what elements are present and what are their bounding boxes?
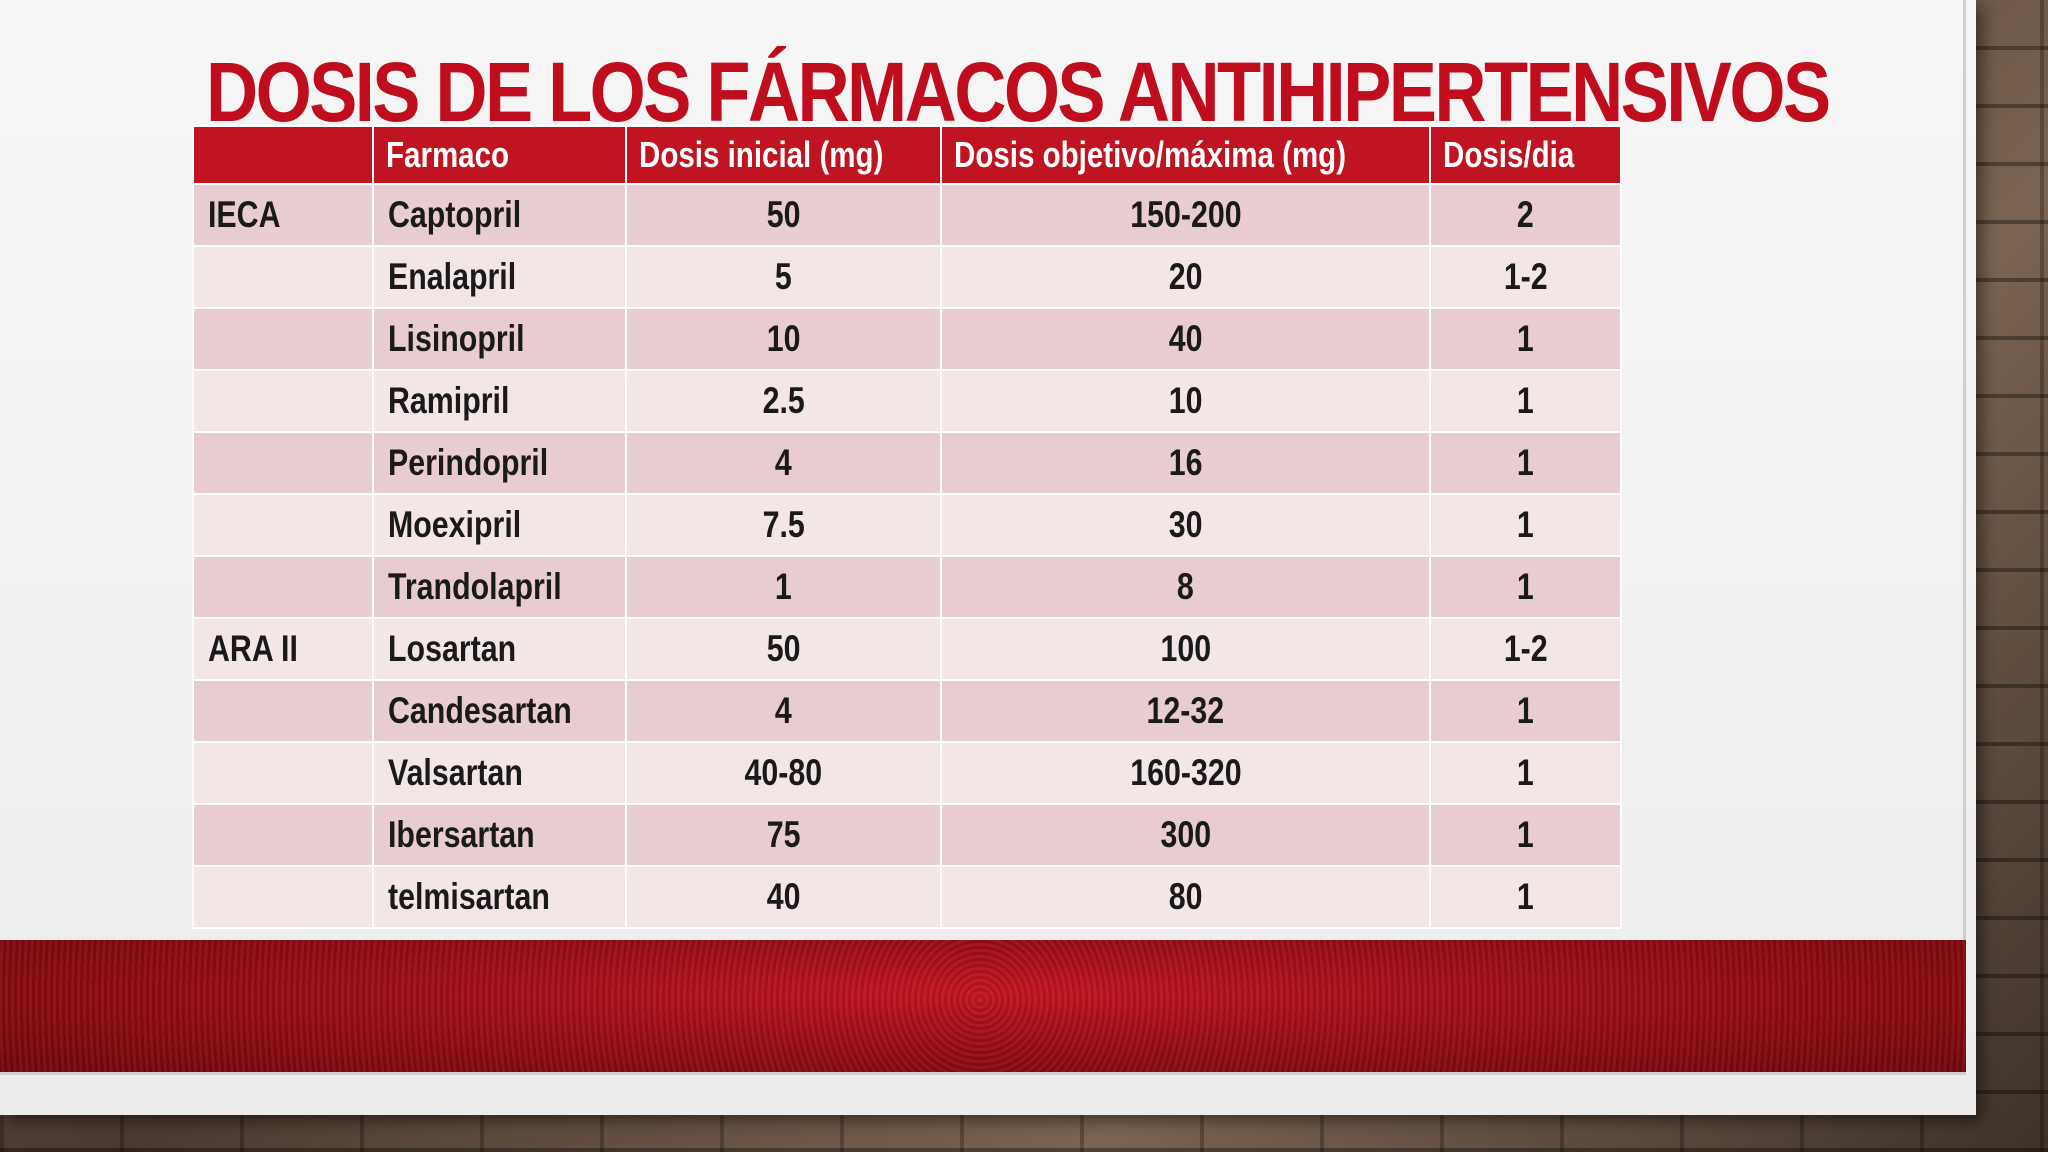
cell-group [192,431,374,495]
cell-target-dose: 80 [940,865,1431,929]
cell-drug: Trandolapril [372,555,627,619]
cell-group [192,555,374,619]
table-row: Ibersartan 75 300 1 [192,803,1622,867]
cell-group [192,679,374,743]
cell-doses-per-day: 1 [1429,369,1622,433]
cell-drug: Ramipril [372,369,627,433]
cell-doses-per-day: 1 [1429,307,1622,371]
table-row: Lisinopril 10 40 1 [192,307,1622,371]
table-row: telmisartan 40 80 1 [192,865,1622,929]
cell-doses-per-day: 1-2 [1429,617,1622,681]
cell-initial-dose: 10 [625,307,942,371]
cell-doses-per-day: 1-2 [1429,245,1622,309]
cell-group [192,741,374,805]
table-row: Enalapril 5 20 1-2 [192,245,1622,309]
cell-initial-dose: 1 [625,555,942,619]
cell-target-dose: 100 [940,617,1431,681]
cell-doses-per-day: 1 [1429,741,1622,805]
cell-target-dose: 10 [940,369,1431,433]
cell-initial-dose: 40-80 [625,741,942,805]
cell-target-dose: 150-200 [940,183,1431,247]
slide: Dosis de los fármacos antihipertensivos … [0,0,1976,1115]
table-row: Valsartan 40-80 160-320 1 [192,741,1622,805]
table-row: Perindopril 4 16 1 [192,431,1622,495]
cell-group: IECA [192,183,374,247]
cell-initial-dose: 4 [625,679,942,743]
cell-target-dose: 40 [940,307,1431,371]
header-target-dose: Dosis objetivo/máxima (mg) [940,125,1431,185]
cell-target-dose: 160-320 [940,741,1431,805]
header-drug: Farmaco [372,125,627,185]
slide-title: Dosis de los fármacos antihipertensivos [206,45,1831,139]
cell-initial-dose: 5 [625,245,942,309]
cell-drug: Lisinopril [372,307,627,371]
cell-drug: Moexipril [372,493,627,557]
cell-drug: Perindopril [372,431,627,495]
cell-doses-per-day: 1 [1429,431,1622,495]
table-row: Ramipril 2.5 10 1 [192,369,1622,433]
cell-doses-per-day: 1 [1429,803,1622,867]
cell-group [192,493,374,557]
cell-drug: Candesartan [372,679,627,743]
cell-group: ARA II [192,617,374,681]
cell-drug: Captopril [372,183,627,247]
cell-doses-per-day: 2 [1429,183,1622,247]
cell-target-dose: 8 [940,555,1431,619]
red-footer-band [0,940,1966,1072]
cell-target-dose: 30 [940,493,1431,557]
cell-drug: Enalapril [372,245,627,309]
header-group [192,125,374,185]
table-row: Candesartan 4 12-32 1 [192,679,1622,743]
dose-table: Farmaco Dosis inicial (mg) Dosis objetiv… [192,125,1622,929]
cell-initial-dose: 75 [625,803,942,867]
cell-drug: Ibersartan [372,803,627,867]
table-header-row: Farmaco Dosis inicial (mg) Dosis objetiv… [192,125,1622,185]
cell-doses-per-day: 1 [1429,493,1622,557]
table-row: Trandolapril 1 8 1 [192,555,1622,619]
cell-target-dose: 12-32 [940,679,1431,743]
header-initial-dose: Dosis inicial (mg) [625,125,942,185]
table-row: ARA II Losartan 50 100 1-2 [192,617,1622,681]
cell-doses-per-day: 1 [1429,555,1622,619]
cell-drug: Valsartan [372,741,627,805]
cell-initial-dose: 2.5 [625,369,942,433]
cell-target-dose: 16 [940,431,1431,495]
cell-group [192,245,374,309]
cell-initial-dose: 40 [625,865,942,929]
cell-drug: Losartan [372,617,627,681]
cell-doses-per-day: 1 [1429,865,1622,929]
cell-doses-per-day: 1 [1429,679,1622,743]
cell-group [192,865,374,929]
slide-border [0,0,1966,1075]
cell-initial-dose: 7.5 [625,493,942,557]
cell-group [192,803,374,867]
table-row: IECA Captopril 50 150-200 2 [192,183,1622,247]
cell-target-dose: 20 [940,245,1431,309]
cell-initial-dose: 4 [625,431,942,495]
cell-group [192,307,374,371]
header-doses-per-day: Dosis/dia [1429,125,1622,185]
cell-drug: telmisartan [372,865,627,929]
cell-target-dose: 300 [940,803,1431,867]
cell-initial-dose: 50 [625,183,942,247]
cell-initial-dose: 50 [625,617,942,681]
cell-group [192,369,374,433]
table-row: Moexipril 7.5 30 1 [192,493,1622,557]
